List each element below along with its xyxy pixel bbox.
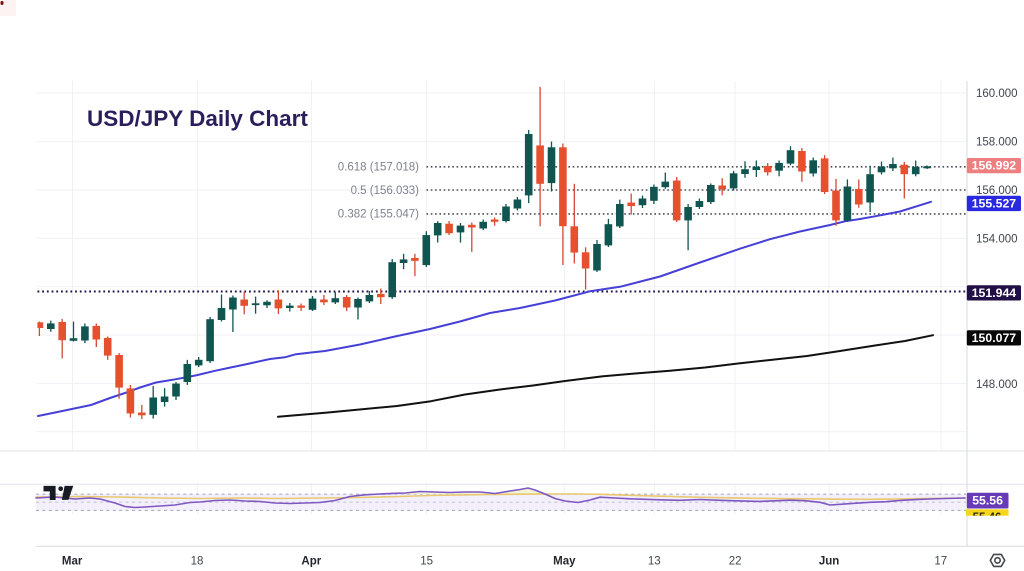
svg-text:150.077: 150.077 (972, 331, 1017, 345)
svg-text:55.56: 55.56 (972, 494, 1003, 508)
svg-text:151.944: 151.944 (972, 286, 1017, 300)
svg-text:0.618 (157.018): 0.618 (157.018) (338, 162, 419, 174)
svg-text:156.000: 156.000 (976, 185, 1018, 197)
svg-text:22: 22 (729, 556, 742, 568)
svg-text:USD/JPY Daily Chart: USD/JPY Daily Chart (87, 106, 308, 131)
svg-text:160.000: 160.000 (976, 88, 1018, 100)
svg-text:0.382 (155.047): 0.382 (155.047) (338, 209, 419, 221)
svg-text:13: 13 (648, 556, 661, 568)
svg-text:156.992: 156.992 (972, 159, 1017, 173)
svg-text:Apr: Apr (301, 556, 321, 568)
svg-text:0.5 (156.033): 0.5 (156.033) (351, 185, 420, 197)
svg-text:18: 18 (191, 556, 204, 568)
svg-text:154.000: 154.000 (976, 233, 1018, 245)
svg-text:May: May (553, 556, 576, 568)
svg-text:15: 15 (420, 556, 433, 568)
svg-text:17: 17 (934, 556, 947, 568)
svg-text:158.000: 158.000 (976, 137, 1018, 149)
svg-text:Mar: Mar (62, 556, 83, 568)
svg-text:55.46: 55.46 (973, 512, 1002, 524)
svg-text:155.527: 155.527 (972, 197, 1017, 211)
svg-text:Jun: Jun (819, 556, 839, 568)
svg-text:148.000: 148.000 (976, 379, 1018, 391)
